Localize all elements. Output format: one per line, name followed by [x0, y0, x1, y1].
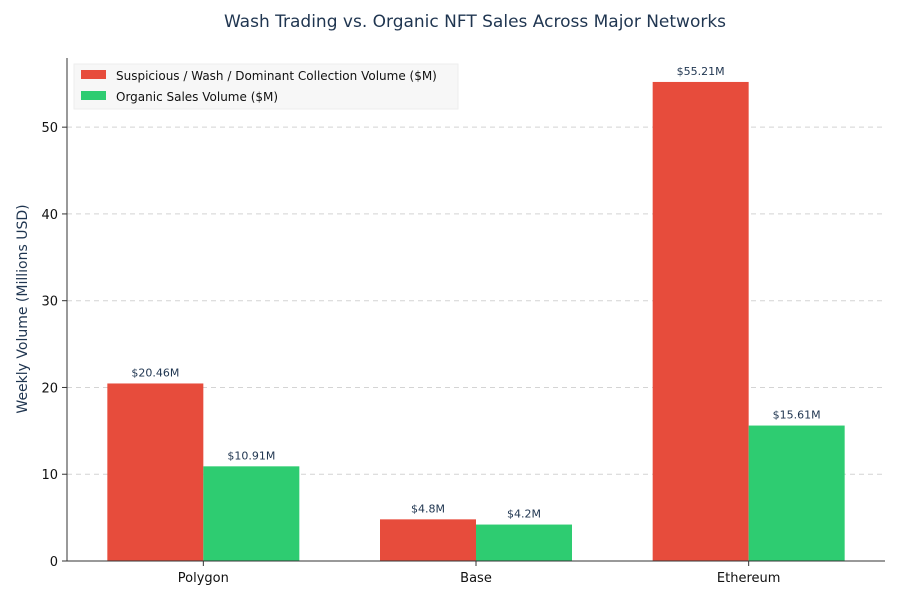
data-label: $20.46M [131, 366, 179, 379]
legend-swatch-suspicious [81, 70, 106, 79]
x-ticks: Polygon Base Ethereum [178, 561, 781, 586]
x-tick-label: Base [460, 571, 492, 586]
bar-base-series-1 [380, 519, 476, 561]
x-tick-label: Ethereum [717, 571, 781, 586]
y-tick-label: 50 [41, 121, 58, 136]
y-ticks: 0 10 20 30 40 50 [41, 121, 67, 570]
x-tick-label: Polygon [178, 571, 229, 586]
data-label: $10.91M [227, 449, 275, 462]
data-labels: $20.46M $10.91M $4.8M $4.2M $55.21M $15.61M [131, 65, 820, 521]
y-axis-label: Weekly Volume (Millions USD) [15, 204, 31, 413]
bar-ethereum-series-2 [748, 425, 845, 561]
data-label: $4.2M [507, 508, 541, 521]
legend-label-organic: Organic Sales Volume ($M) [116, 90, 278, 104]
legend: Suspicious / Wash / Dominant Collection … [73, 63, 459, 110]
data-label: $4.8M [411, 502, 445, 515]
legend-box [73, 63, 459, 110]
bar-polygon-series-2 [203, 466, 300, 561]
legend-label-suspicious: Suspicious / Wash / Dominant Collection … [116, 69, 437, 83]
y-tick-label: 30 [41, 295, 58, 310]
y-tick-label: 10 [41, 468, 58, 483]
y-tick-label: 40 [41, 208, 58, 223]
data-label: $15.61M [773, 409, 821, 422]
y-tick-label: 0 [50, 555, 58, 570]
bar-base-series-2 [476, 524, 572, 561]
legend-swatch-organic [81, 91, 106, 100]
bar-ethereum-series-1 [652, 81, 749, 562]
chart-title: Wash Trading vs. Organic NFT Sales Acros… [224, 12, 726, 32]
bar-polygon-series-1 [107, 383, 204, 561]
y-tick-label: 20 [41, 381, 58, 396]
data-label: $55.21M [677, 65, 725, 78]
bars [107, 81, 845, 562]
